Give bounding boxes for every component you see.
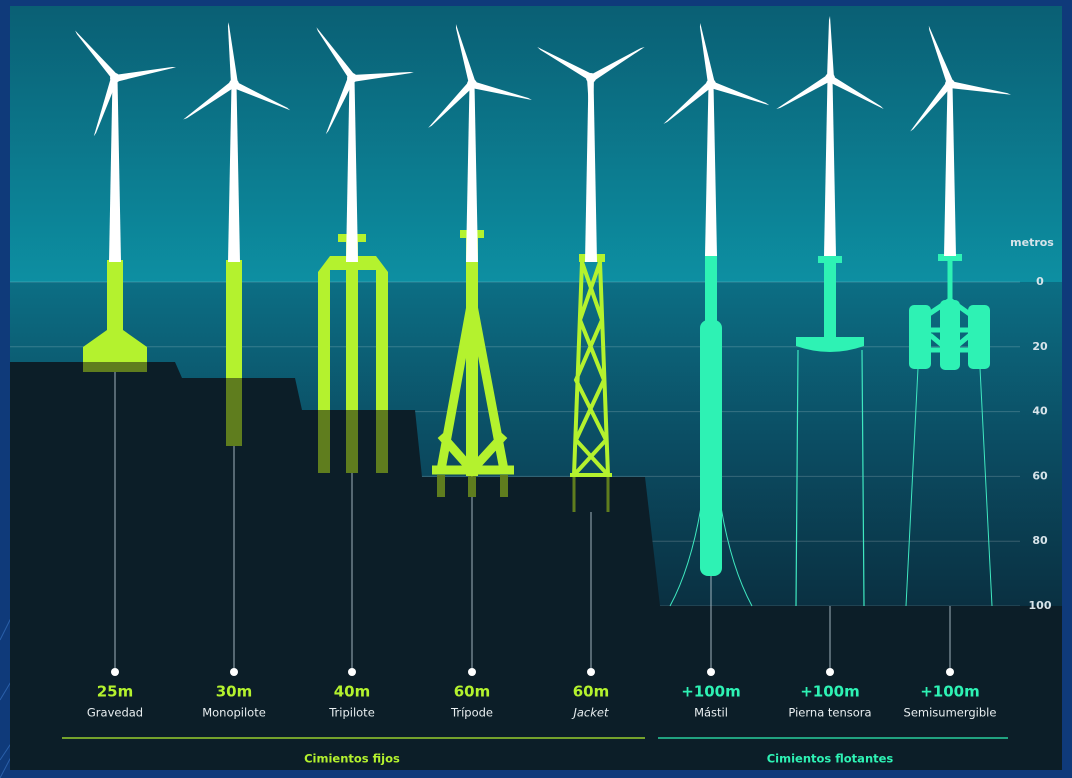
tower (585, 78, 597, 262)
blade (587, 78, 594, 140)
blade (227, 22, 238, 85)
blade (949, 81, 1012, 95)
foundation-depth: 40m (334, 683, 371, 701)
blade (75, 30, 119, 80)
blade (316, 27, 356, 80)
foundation-monopile (226, 260, 242, 446)
blade (232, 81, 291, 111)
blade (183, 80, 236, 120)
blade (325, 76, 355, 135)
blade (928, 25, 954, 86)
foundation-name: Tripilote (328, 706, 375, 720)
foundation-depth: +100m (800, 683, 860, 701)
sky (10, 6, 1062, 282)
foundation-name: Semisumergible (904, 706, 997, 720)
foundation-tension-leg (795, 256, 865, 607)
foundation-name: Gravedad (87, 706, 143, 720)
scale-tick: 100 (1029, 599, 1052, 612)
tower (109, 78, 121, 262)
scale-label: metros (1010, 236, 1054, 249)
hub (825, 73, 835, 83)
foundation-tripile (318, 234, 388, 473)
hub (467, 79, 477, 89)
leader-dot (111, 668, 119, 676)
leader-dot (348, 668, 356, 676)
blade (114, 66, 177, 82)
foundation-depth: +100m (920, 683, 980, 701)
foundation-semisubmersible (905, 254, 993, 607)
tower (346, 78, 358, 262)
hub (706, 79, 716, 89)
scale-tick: 20 (1032, 340, 1048, 353)
hub (110, 73, 120, 83)
group-label: Cimientos fijos (304, 752, 400, 766)
foundation-depth: +100m (681, 683, 741, 701)
hub (945, 79, 955, 89)
foundation-depth: 60m (454, 683, 491, 701)
leader-dot (707, 668, 715, 676)
leader-dot (946, 668, 954, 676)
scale-tick: 40 (1032, 405, 1048, 418)
blade (428, 81, 475, 128)
scale-tick: 60 (1032, 469, 1048, 482)
hub (586, 73, 596, 83)
foundation-name: Mástil (694, 706, 728, 720)
blade (351, 71, 414, 82)
blade (93, 76, 118, 137)
leader-dot (468, 668, 476, 676)
foundation-depth: 30m (216, 683, 253, 701)
blade (828, 75, 884, 109)
blade (663, 80, 713, 124)
blade (470, 81, 532, 101)
blade (699, 22, 715, 85)
foundation-spar (669, 254, 753, 607)
tower (705, 84, 717, 256)
foundation-name: Jacket (571, 706, 608, 720)
foundation-depth: 60m (573, 683, 610, 701)
blade (455, 24, 476, 85)
tower (944, 84, 956, 256)
foundation-depth: 25m (97, 683, 134, 701)
tower (228, 84, 240, 262)
blade (827, 16, 834, 78)
blade (709, 81, 770, 106)
blade (589, 47, 645, 82)
leader-lines (111, 372, 954, 676)
scale-tick: 0 (1036, 275, 1044, 288)
hub (229, 79, 239, 89)
blade (910, 81, 953, 132)
foundation-name: Monopilote (202, 706, 266, 720)
foundation-gravity (83, 260, 147, 372)
leader-dot (230, 668, 238, 676)
scale-tick: 80 (1032, 534, 1048, 547)
seabed (10, 362, 1062, 770)
foundation-labels: 25m Gravedad 30m Monopilote 40m Tripilote 60m T… (87, 683, 997, 720)
blade (776, 74, 832, 109)
turbines (75, 16, 1012, 262)
tower (824, 78, 836, 256)
foundation-name: Trípode (450, 706, 493, 720)
leader-dot (587, 668, 595, 676)
blade (537, 47, 593, 81)
hub (347, 73, 357, 83)
depth-scale: 0 20 40 60 80 100 (1029, 275, 1052, 612)
leader-dot (826, 668, 834, 676)
tower (466, 84, 478, 262)
group-label: Cimientos flotantes (767, 752, 894, 766)
foundation-name: Pierna tensora (788, 706, 871, 720)
